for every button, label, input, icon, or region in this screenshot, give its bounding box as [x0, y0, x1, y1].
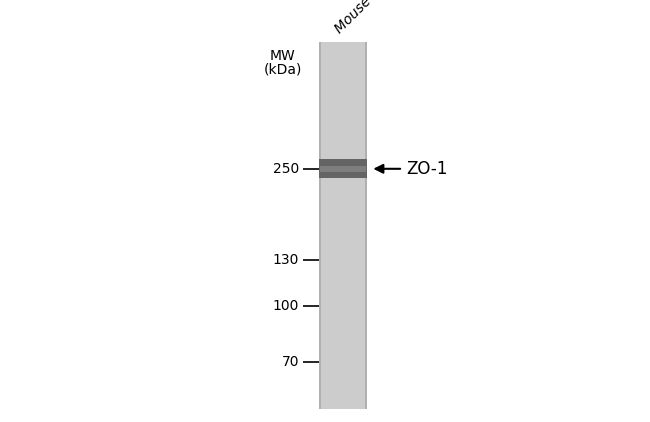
Text: ZO-1: ZO-1 [406, 160, 448, 178]
Text: 100: 100 [272, 299, 299, 313]
Text: 250: 250 [273, 162, 299, 176]
Bar [365, 42, 367, 409]
Text: (kDa): (kDa) [263, 62, 302, 76]
Bar [318, 42, 367, 409]
Text: MW: MW [270, 49, 296, 62]
Text: Mouse testis: Mouse testis [333, 0, 404, 36]
Text: 70: 70 [281, 354, 299, 369]
Bar [318, 42, 321, 409]
Bar [318, 159, 367, 179]
Text: 130: 130 [272, 253, 299, 268]
Bar [320, 166, 366, 172]
